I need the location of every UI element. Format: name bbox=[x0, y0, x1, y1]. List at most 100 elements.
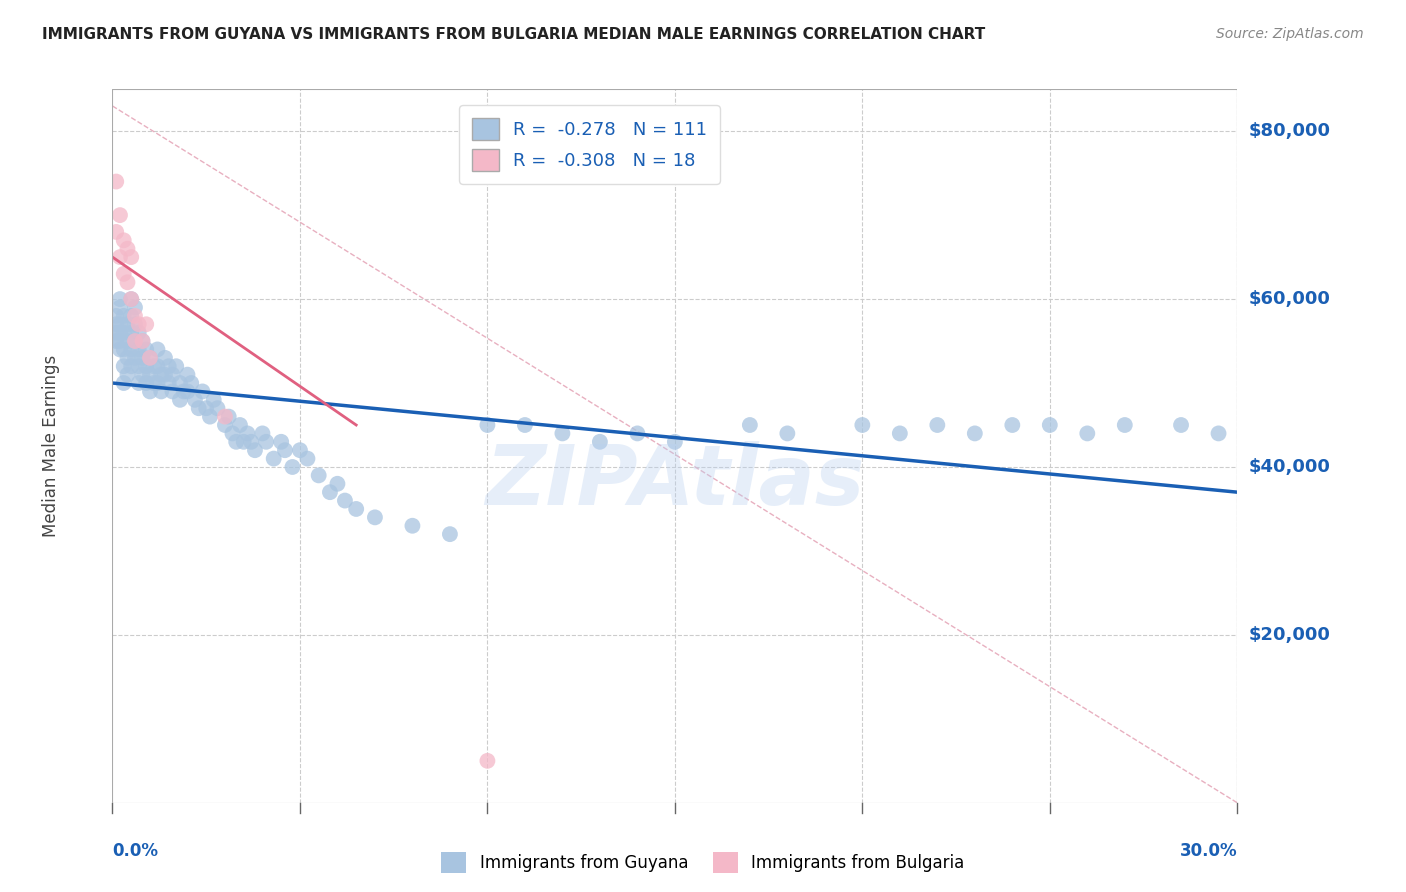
Point bbox=[214, 409, 236, 424]
Point bbox=[108, 343, 131, 357]
Point bbox=[112, 326, 135, 340]
Point bbox=[112, 343, 135, 357]
Point bbox=[131, 334, 153, 348]
Point bbox=[117, 351, 139, 365]
Point bbox=[120, 292, 142, 306]
Point bbox=[124, 334, 146, 348]
Point bbox=[963, 426, 986, 441]
Point bbox=[214, 417, 236, 432]
Point bbox=[139, 351, 162, 365]
Point bbox=[243, 443, 266, 458]
Point bbox=[120, 292, 142, 306]
Point bbox=[153, 351, 176, 365]
Point bbox=[225, 434, 247, 449]
Point bbox=[105, 309, 128, 323]
Point bbox=[198, 409, 221, 424]
Point bbox=[120, 309, 142, 323]
Point bbox=[162, 368, 184, 382]
Point bbox=[252, 426, 274, 441]
Point bbox=[333, 493, 356, 508]
Point bbox=[169, 392, 191, 407]
Point bbox=[128, 326, 150, 340]
Point bbox=[221, 426, 243, 441]
Point bbox=[232, 434, 254, 449]
Point bbox=[626, 426, 648, 441]
Point bbox=[117, 242, 139, 256]
Point bbox=[184, 392, 207, 407]
Point bbox=[439, 527, 461, 541]
Point bbox=[1001, 417, 1024, 432]
Point bbox=[319, 485, 342, 500]
Point bbox=[851, 417, 873, 432]
Point bbox=[117, 275, 139, 289]
Point bbox=[105, 225, 128, 239]
Text: ZIPAtlas: ZIPAtlas bbox=[485, 442, 865, 522]
Legend: Immigrants from Guyana, Immigrants from Bulgaria: Immigrants from Guyana, Immigrants from … bbox=[434, 846, 972, 880]
Text: 30.0%: 30.0% bbox=[1180, 842, 1237, 860]
Point bbox=[128, 318, 150, 332]
Point bbox=[153, 368, 176, 382]
Point bbox=[297, 451, 319, 466]
Point bbox=[124, 318, 146, 332]
Point bbox=[131, 368, 153, 382]
Point bbox=[150, 384, 173, 399]
Point bbox=[112, 359, 135, 374]
Text: $40,000: $40,000 bbox=[1249, 458, 1330, 476]
Point bbox=[120, 359, 142, 374]
Point bbox=[105, 318, 128, 332]
Point bbox=[131, 351, 153, 365]
Point bbox=[195, 401, 218, 416]
Point bbox=[139, 351, 162, 365]
Point bbox=[105, 334, 128, 348]
Text: $80,000: $80,000 bbox=[1249, 122, 1330, 140]
Point bbox=[173, 384, 195, 399]
Point bbox=[401, 518, 423, 533]
Point bbox=[146, 359, 169, 374]
Point bbox=[240, 434, 263, 449]
Point bbox=[120, 326, 142, 340]
Point bbox=[162, 384, 184, 399]
Point bbox=[254, 434, 277, 449]
Point bbox=[1208, 426, 1230, 441]
Point bbox=[117, 318, 139, 332]
Point bbox=[117, 368, 139, 382]
Point bbox=[139, 384, 162, 399]
Point bbox=[889, 426, 911, 441]
Point bbox=[105, 326, 128, 340]
Point bbox=[207, 401, 229, 416]
Point bbox=[157, 359, 180, 374]
Point bbox=[202, 392, 225, 407]
Point bbox=[344, 502, 367, 516]
Point bbox=[551, 426, 574, 441]
Point bbox=[180, 376, 202, 390]
Point bbox=[124, 334, 146, 348]
Point bbox=[124, 309, 146, 323]
Point bbox=[112, 267, 135, 281]
Point bbox=[131, 334, 153, 348]
Point bbox=[108, 318, 131, 332]
Point bbox=[165, 359, 187, 374]
Point bbox=[128, 376, 150, 390]
Point bbox=[112, 309, 135, 323]
Point bbox=[364, 510, 387, 524]
Point bbox=[281, 460, 304, 475]
Point bbox=[146, 376, 169, 390]
Point bbox=[477, 417, 499, 432]
Point bbox=[229, 417, 252, 432]
Point bbox=[1170, 417, 1192, 432]
Point bbox=[142, 376, 165, 390]
Point bbox=[1114, 417, 1136, 432]
Point bbox=[124, 301, 146, 315]
Point bbox=[176, 368, 198, 382]
Text: IMMIGRANTS FROM GUYANA VS IMMIGRANTS FROM BULGARIA MEDIAN MALE EARNINGS CORRELAT: IMMIGRANTS FROM GUYANA VS IMMIGRANTS FRO… bbox=[42, 27, 986, 42]
Point bbox=[664, 434, 686, 449]
Point bbox=[308, 468, 330, 483]
Point bbox=[150, 368, 173, 382]
Point bbox=[120, 343, 142, 357]
Point bbox=[218, 409, 240, 424]
Text: 0.0%: 0.0% bbox=[112, 842, 159, 860]
Point bbox=[128, 359, 150, 374]
Point bbox=[108, 301, 131, 315]
Point bbox=[157, 376, 180, 390]
Point bbox=[108, 334, 131, 348]
